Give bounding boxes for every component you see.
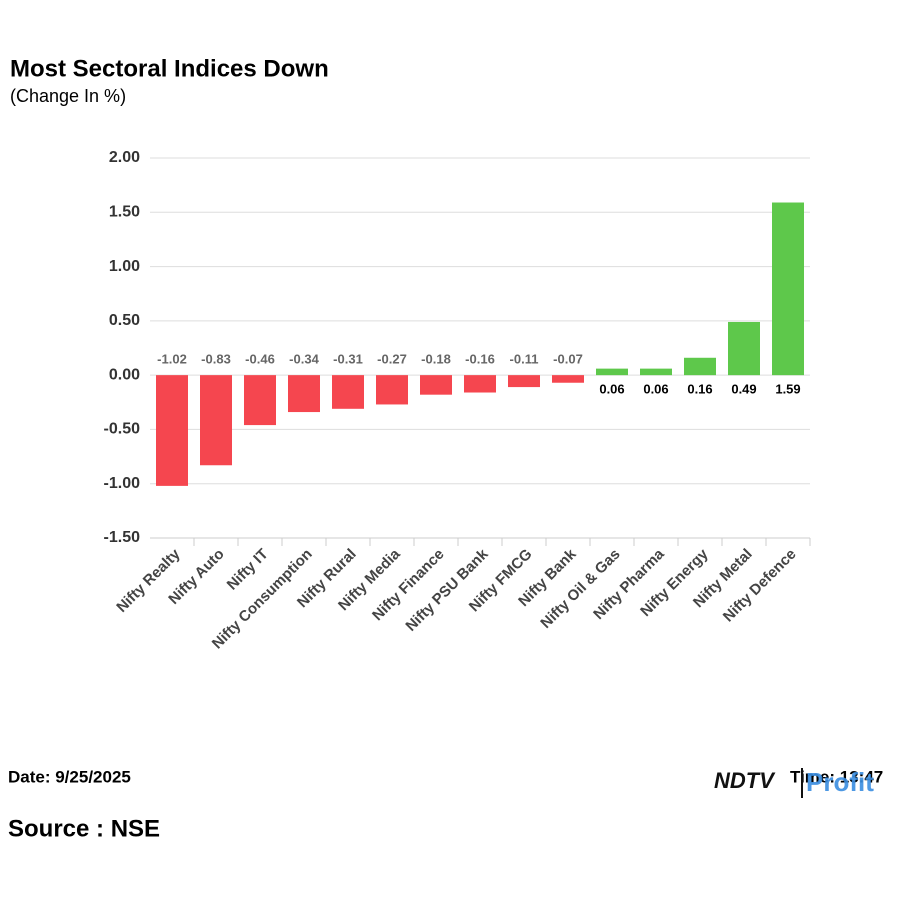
- bar: [464, 375, 496, 393]
- bar: [288, 375, 320, 413]
- bar: [200, 375, 232, 466]
- data-label: 1.59: [775, 382, 800, 397]
- y-tick-label: 2.00: [109, 149, 140, 166]
- bar: [156, 375, 188, 486]
- bar: [684, 357, 716, 376]
- logo-accent: Profit: [806, 767, 874, 797]
- y-tick-label: -1.50: [104, 529, 141, 546]
- x-tick-label: Nifty Oil & Gas: [537, 546, 623, 632]
- bar: [640, 368, 672, 376]
- data-label: -0.27: [377, 352, 407, 367]
- y-tick-label: 1.00: [109, 258, 140, 275]
- data-label: -0.34: [289, 352, 319, 367]
- bar: [420, 375, 452, 395]
- source: Source : NSE: [8, 815, 160, 842]
- y-tick-label: 0.00: [109, 366, 140, 383]
- bar: [728, 321, 760, 376]
- bar: [244, 375, 276, 426]
- data-label: 0.06: [599, 382, 624, 397]
- bar: [596, 368, 628, 376]
- data-label: 0.06: [643, 382, 668, 397]
- chart-title: Most Sectoral Indices Down: [10, 55, 329, 82]
- y-tick-label: 0.50: [109, 312, 140, 329]
- bar: [508, 375, 540, 388]
- data-label: -0.83: [201, 352, 231, 367]
- bar: [552, 375, 584, 383]
- data-label: 0.16: [687, 382, 712, 397]
- y-tick-label: -1.00: [104, 475, 141, 492]
- date: Date: 9/25/2025: [8, 767, 131, 786]
- bar: [376, 375, 408, 405]
- data-label: -0.18: [421, 352, 451, 367]
- data-label: -0.31: [333, 352, 363, 367]
- time: Time: 13:47: [790, 767, 883, 786]
- data-label: -1.02: [157, 352, 187, 367]
- data-label: -0.16: [465, 352, 495, 367]
- data-label: -0.11: [510, 352, 539, 367]
- y-tick-label: -0.50: [104, 421, 141, 438]
- logo: NDTV: [714, 768, 776, 793]
- bar: [772, 202, 804, 376]
- bar: [332, 375, 364, 409]
- chart-subtitle: (Change In %): [10, 86, 126, 106]
- data-label: -0.07: [553, 352, 583, 367]
- data-label: -0.46: [245, 352, 275, 367]
- y-tick-label: 1.50: [109, 204, 140, 221]
- data-label: 0.49: [731, 382, 756, 397]
